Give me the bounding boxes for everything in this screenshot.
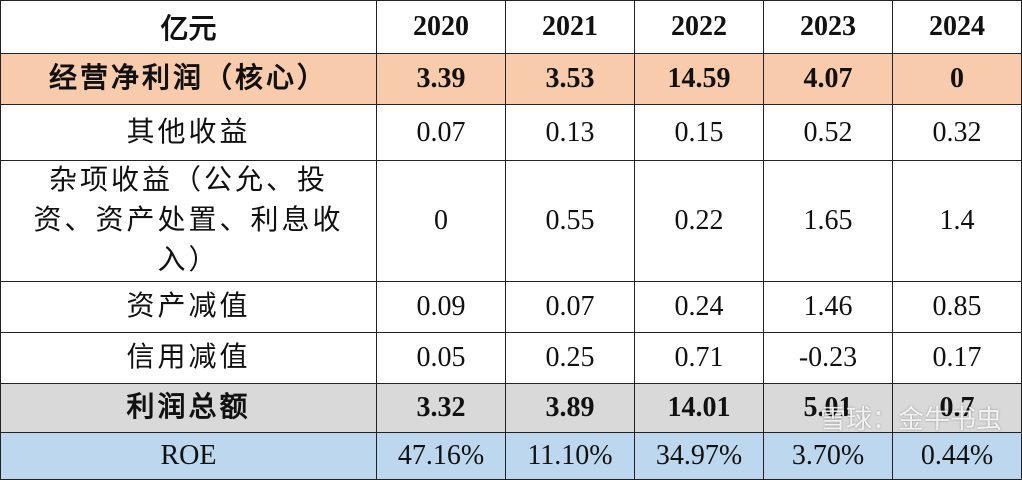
- label-text: 资产减值: [126, 291, 251, 322]
- cell: 1.46: [763, 281, 893, 333]
- header-row: 亿元 2020 2021 2022 2023 2024: [0, 0, 1022, 54]
- label-text: 其他收益: [126, 116, 251, 148]
- cell: 0.85: [892, 281, 1022, 333]
- cell: 0.17: [892, 332, 1022, 384]
- label-text: 经营净利润（核心）: [48, 63, 328, 94]
- row-label: 杂项收益（公允、投资、资产处置、利息收入）: [0, 160, 377, 282]
- cell: 0.71: [634, 332, 764, 384]
- cell: 0.07: [376, 104, 506, 161]
- cell: 0.07: [505, 281, 635, 333]
- table-row: 杂项收益（公允、投资、资产处置、利息收入） 0 0.55 0.22 1.65 1.4: [0, 160, 1022, 282]
- cell: 11.10%: [505, 432, 635, 480]
- cell: 2021: [505, 0, 635, 54]
- table-row: 资产减值 0.09 0.07 0.24 1.46 0.85: [0, 281, 1022, 333]
- cell: 0.05: [376, 332, 506, 384]
- cell: 3.32: [376, 383, 506, 433]
- label-text: 利润总额: [126, 392, 251, 423]
- table-row: 信用减值 0.05 0.25 0.71 -0.23 0.17: [0, 332, 1022, 384]
- cell: 1.65: [763, 160, 893, 282]
- cell: 3.89: [505, 383, 635, 433]
- row-label: 利润总额: [0, 383, 377, 433]
- table-row: ROE 47.16% 11.10% 34.97% 3.70% 0.44%: [0, 432, 1022, 480]
- cell: 0.32: [892, 104, 1022, 161]
- cell: 3.70%: [763, 432, 893, 480]
- cell: 0.52: [763, 104, 893, 161]
- cell: 34.97%: [634, 432, 764, 480]
- table-row: 其他收益 0.07 0.13 0.15 0.52 0.32: [0, 104, 1022, 161]
- cell: 14.01: [634, 383, 764, 433]
- cell: 2023: [763, 0, 893, 54]
- label-text: 信用减值: [126, 342, 251, 373]
- cell: 0.15: [634, 104, 764, 161]
- cell: 0.25: [505, 332, 635, 384]
- cell: 0: [376, 160, 506, 282]
- table-row: 利润总额 3.32 3.89 14.01 5.01 0.7: [0, 383, 1022, 433]
- cell: 0.55: [505, 160, 635, 282]
- cell: -0.23: [763, 332, 893, 384]
- cell: 0.44%: [892, 432, 1022, 480]
- cell: 3.53: [505, 53, 635, 105]
- label-text: 杂项收益（公允、投资、资产处置、利息收入）: [33, 165, 344, 276]
- cell: 0.13: [505, 104, 635, 161]
- cell: 2022: [634, 0, 764, 54]
- row-label: 经营净利润（核心）: [0, 53, 377, 105]
- cell: 47.16%: [376, 432, 506, 480]
- row-label: 资产减值: [0, 281, 377, 333]
- row-label: 其他收益: [0, 104, 377, 161]
- cell: 14.59: [634, 53, 764, 105]
- watermark: 雪球：金牛书虫: [819, 405, 1002, 435]
- cell: 1.4: [892, 160, 1022, 282]
- table-row: 经营净利润（核心） 3.39 3.53 14.59 4.07 0: [0, 53, 1022, 105]
- cell: 0.09: [376, 281, 506, 333]
- cell: 4.07: [763, 53, 893, 105]
- cell: 3.39: [376, 53, 506, 105]
- cell: 0.22: [634, 160, 764, 282]
- cell: 0.7: [892, 383, 1022, 433]
- cell: ROE: [0, 432, 377, 480]
- cell: 0: [892, 53, 1022, 105]
- cell: 0.24: [634, 281, 764, 333]
- cell: 2024: [892, 0, 1022, 54]
- row-label: 信用减值: [0, 332, 377, 384]
- cell: 2020: [376, 0, 506, 54]
- cell: 亿元: [0, 0, 377, 54]
